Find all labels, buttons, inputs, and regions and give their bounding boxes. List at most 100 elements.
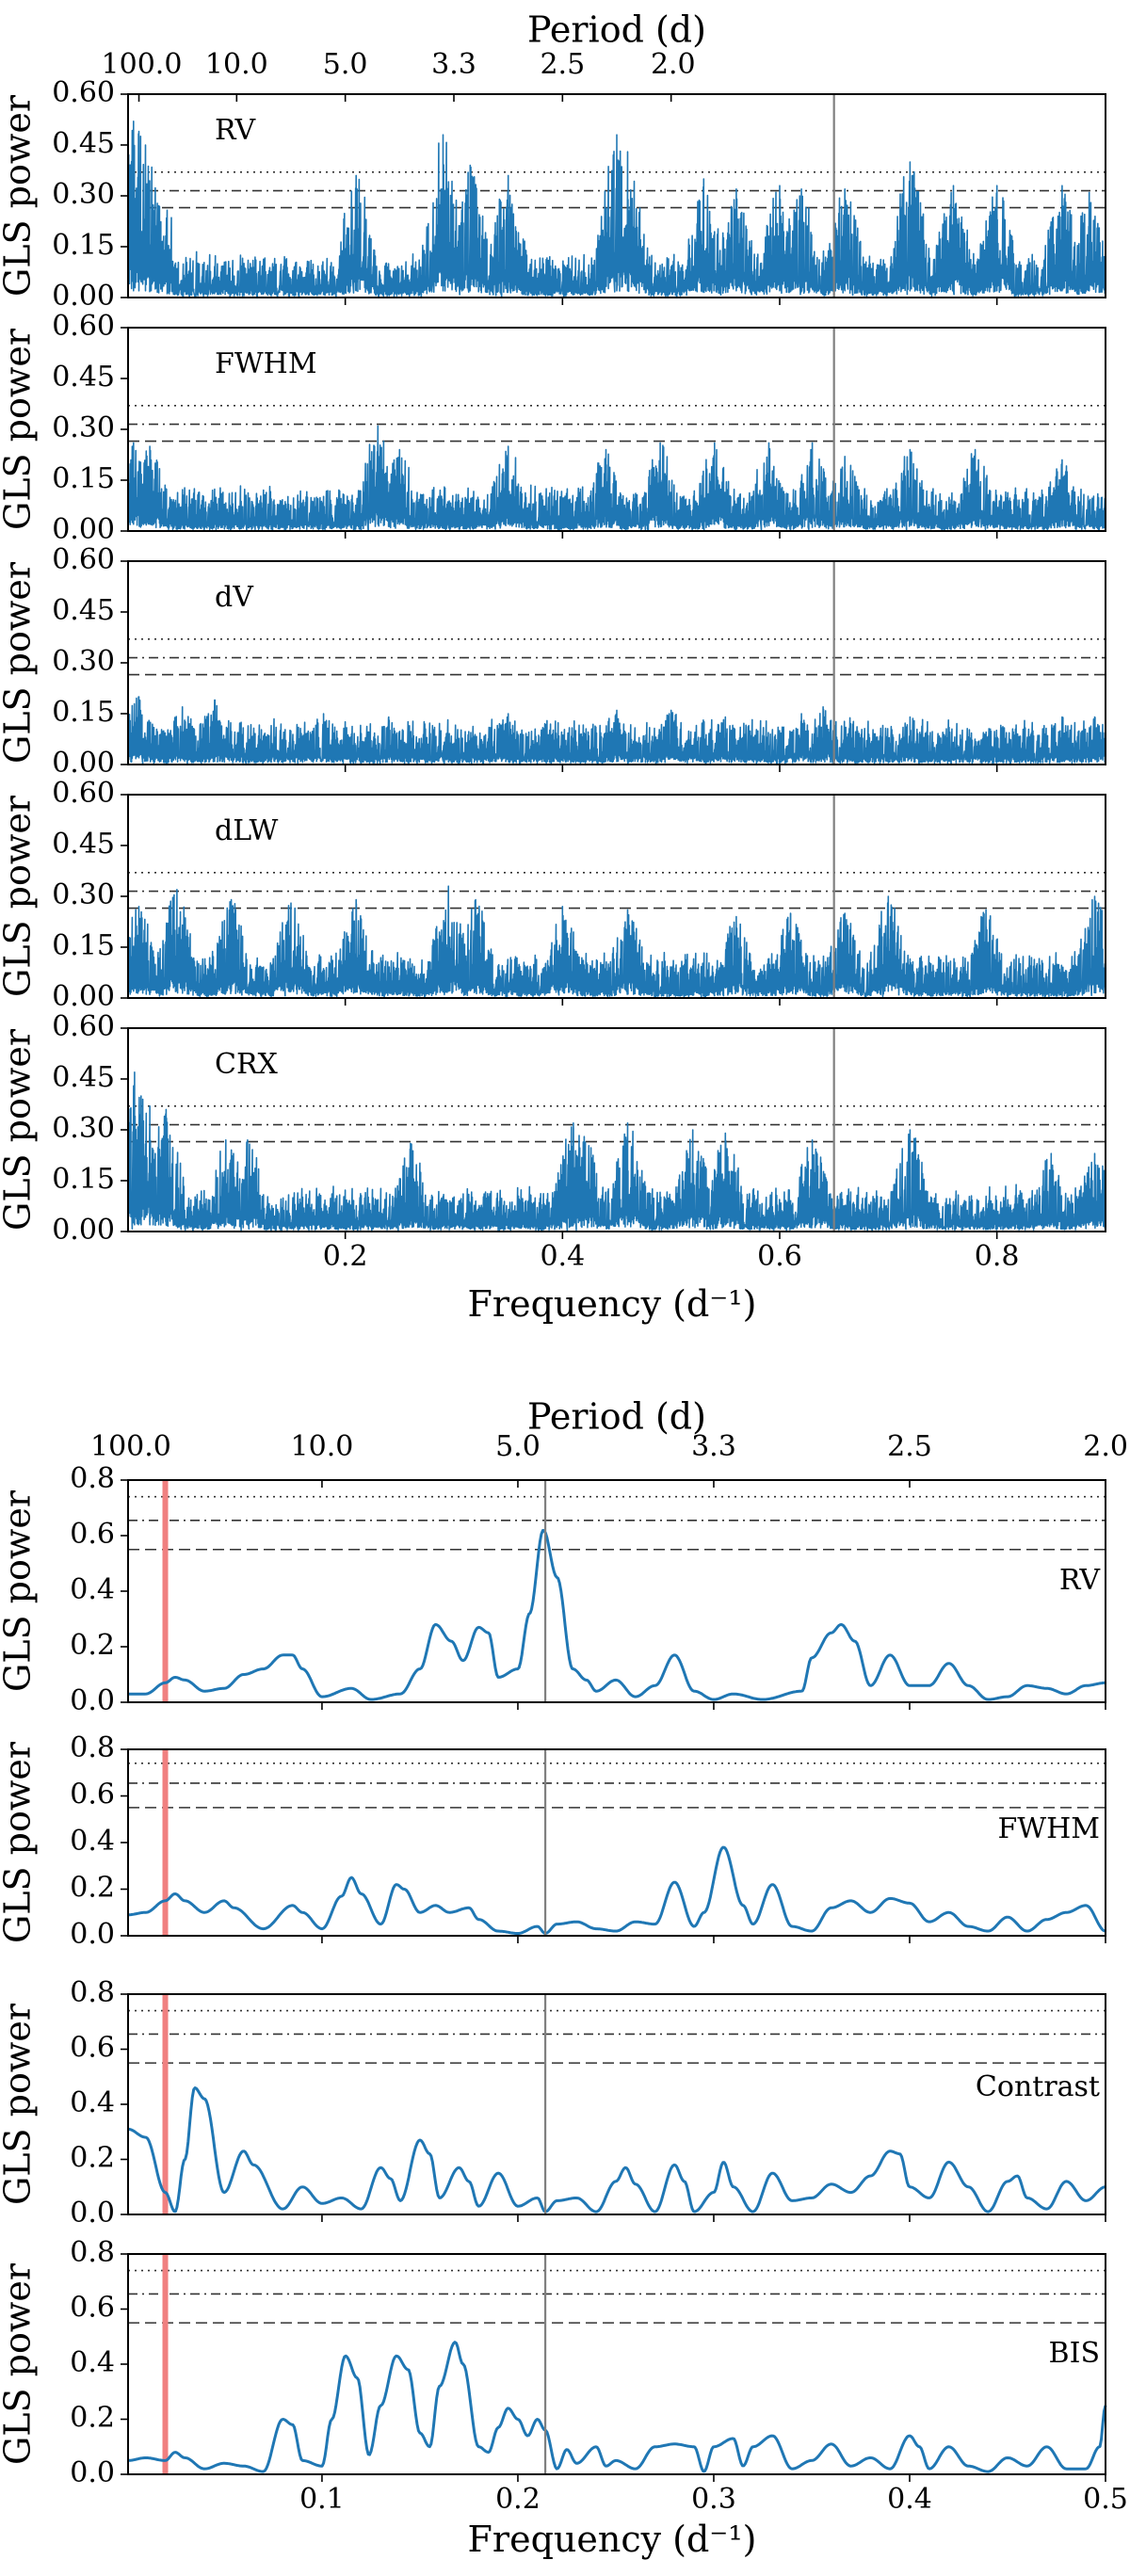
period-tick-label: 3.3 xyxy=(431,48,476,81)
y-tick-label: 0.15 xyxy=(52,1163,115,1196)
y-tick-label: 0.60 xyxy=(52,777,115,810)
panel-frame xyxy=(127,1993,1106,2215)
y-tick-label: 0.8 xyxy=(70,2236,115,2269)
y-tick-label: 0.30 xyxy=(52,411,115,444)
series-label: dLW xyxy=(215,814,279,847)
y-tick-label: 0.00 xyxy=(52,280,115,313)
panel-frame xyxy=(127,1479,1106,1703)
y-tick-label: 0.6 xyxy=(70,2292,115,2325)
y-tick-label: 0.6 xyxy=(70,1779,115,1811)
y-tick-label: 0.2 xyxy=(70,1629,115,1662)
y-axis-title: GLS power xyxy=(0,328,39,530)
y-axis-title: GLS power xyxy=(0,1489,39,1692)
y-tick-label: 0.6 xyxy=(70,2032,115,2065)
y-axis-title: GLS power xyxy=(0,795,39,997)
x-tick-label: 0.3 xyxy=(691,2483,736,2516)
series-label: dV xyxy=(215,581,254,614)
panel-fwhm: 0.0 0.2 0.4 0.6 0.8 GLS power FWHM xyxy=(0,1731,1106,1951)
period-tick-label: 2.5 xyxy=(540,48,585,81)
series-line-dlw xyxy=(127,885,1106,999)
y-tick-label: 0.30 xyxy=(52,878,115,911)
panel-frame xyxy=(127,1027,1106,1232)
series-label: RV xyxy=(215,114,257,147)
x-tick-label: 0.6 xyxy=(757,1240,802,1273)
y-tick-label: 0.8 xyxy=(70,1731,115,1764)
y-tick-label: 0.4 xyxy=(70,1573,115,1606)
y-tick-label: 0.45 xyxy=(52,361,115,394)
period-tick-label: 10.0 xyxy=(205,48,268,81)
period-axis-title: Period (d) xyxy=(527,1396,706,1438)
y-tick-label: 0.00 xyxy=(52,513,115,546)
chart-2: Period (d) 100.0 10.0 5.0 3.3 2.5 2.0 0.0 0.2 0.4… xyxy=(0,1396,1128,2561)
y-axis-title: GLS power xyxy=(0,561,39,764)
series-line-fwhm xyxy=(127,425,1106,532)
panel-rv: 0.0 0.2 0.4 0.6 0.8 GLS power RV xyxy=(0,1462,1106,1717)
y-tick-label: 0.2 xyxy=(70,2142,115,2175)
x-tick-label: 0.8 xyxy=(975,1240,1020,1273)
period-axis-title: Period (d) xyxy=(527,9,706,51)
panel-frame xyxy=(127,327,1106,532)
period-tick-label: 100.0 xyxy=(102,48,183,81)
y-tick-label: 0.60 xyxy=(52,1010,115,1043)
x-axis-title: Frequency (d⁻¹) xyxy=(468,1283,757,1325)
y-tick-label: 0.00 xyxy=(52,1214,115,1247)
y-tick-label: 0.4 xyxy=(70,2086,115,2119)
y-tick-label: 0.4 xyxy=(70,1825,115,1858)
panel-fwhm: 0.00 0.15 0.30 0.45 0.60 GLS power FWHM xyxy=(0,310,1106,546)
panel-frame xyxy=(127,794,1106,999)
y-tick-label: 0.60 xyxy=(52,543,115,576)
y-tick-label: 0.0 xyxy=(70,2197,115,2230)
series-line-fwhm xyxy=(128,1845,1106,1935)
y-tick-label: 0.00 xyxy=(52,747,115,780)
panel-dlw: 0.00 0.15 0.30 0.45 0.60 GLS power dLW xyxy=(0,777,1106,1013)
series-label: RV xyxy=(1059,1564,1102,1597)
chart-1: Period (d)100.0 10.0 5.0 3.3 2.5 2.00.000.150… xyxy=(0,9,1106,1325)
y-tick-label: 0.0 xyxy=(70,2456,115,2489)
y-tick-label: 0.4 xyxy=(70,2346,115,2379)
period-tick-label: 2.5 xyxy=(887,1430,932,1463)
y-tick-label: 0.60 xyxy=(52,76,115,109)
x-tick-label: 0.5 xyxy=(1083,2483,1128,2516)
panel-frame xyxy=(127,93,1106,298)
y-tick-label: 0.6 xyxy=(70,1518,115,1551)
y-tick-label: 0.00 xyxy=(52,980,115,1013)
y-tick-label: 0.0 xyxy=(70,1684,115,1717)
x-tick-label: 0.1 xyxy=(299,2483,345,2516)
panel-rv: 0.00 0.15 0.30 0.45 0.60 GLS power RV xyxy=(0,76,1106,313)
y-tick-label: 0.2 xyxy=(70,2402,115,2435)
series-label: Contrast xyxy=(976,2070,1100,2103)
period-tick-label: 2.0 xyxy=(651,48,696,81)
y-axis-title: GLS power xyxy=(0,2003,39,2205)
panel-contrast: 0.0 0.2 0.4 0.6 0.8 GLS power Contrast xyxy=(0,1976,1106,2230)
panel-bis: 0.0 0.2 0.4 0.6 0.8 GLS power BIS xyxy=(0,2236,1107,2489)
y-axis-title: GLS power xyxy=(0,1028,39,1231)
y-tick-label: 0.8 xyxy=(70,1462,115,1495)
period-tick-label: 100.0 xyxy=(90,1430,171,1463)
y-axis-title: GLS power xyxy=(0,2262,39,2465)
panel-crx: 0.00 0.15 0.30 0.45 0.60 GLS power CRX xyxy=(0,1010,1106,1247)
series-line-rv xyxy=(127,121,1106,298)
y-tick-label: 0.15 xyxy=(52,929,115,962)
series-label: FWHM xyxy=(997,1812,1100,1845)
y-tick-label: 0.45 xyxy=(52,594,115,627)
series-label: FWHM xyxy=(215,347,317,380)
y-tick-label: 0.45 xyxy=(52,828,115,861)
period-tick-label: 5.0 xyxy=(495,1430,541,1463)
panel-dv: 0.00 0.15 0.30 0.45 0.60 GLS power dV xyxy=(0,543,1106,780)
y-tick-label: 0.15 xyxy=(52,229,115,262)
series-line-rv xyxy=(128,1529,1106,1701)
y-tick-label: 0.30 xyxy=(52,645,115,678)
period-tick-label: 10.0 xyxy=(291,1430,354,1463)
y-tick-label: 0.30 xyxy=(52,1112,115,1145)
period-tick-label: 5.0 xyxy=(323,48,368,81)
series-line-contrast xyxy=(127,2086,1106,2214)
y-tick-label: 0.45 xyxy=(52,1061,115,1094)
panel-frame xyxy=(127,560,1106,765)
y-tick-label: 0.2 xyxy=(70,1872,115,1905)
y-tick-label: 0.8 xyxy=(70,1976,115,2009)
panel-frame xyxy=(127,2253,1106,2475)
series-label: CRX xyxy=(215,1048,279,1081)
y-axis-title: GLS power xyxy=(0,1741,39,1943)
period-tick-label: 2.0 xyxy=(1083,1430,1128,1463)
